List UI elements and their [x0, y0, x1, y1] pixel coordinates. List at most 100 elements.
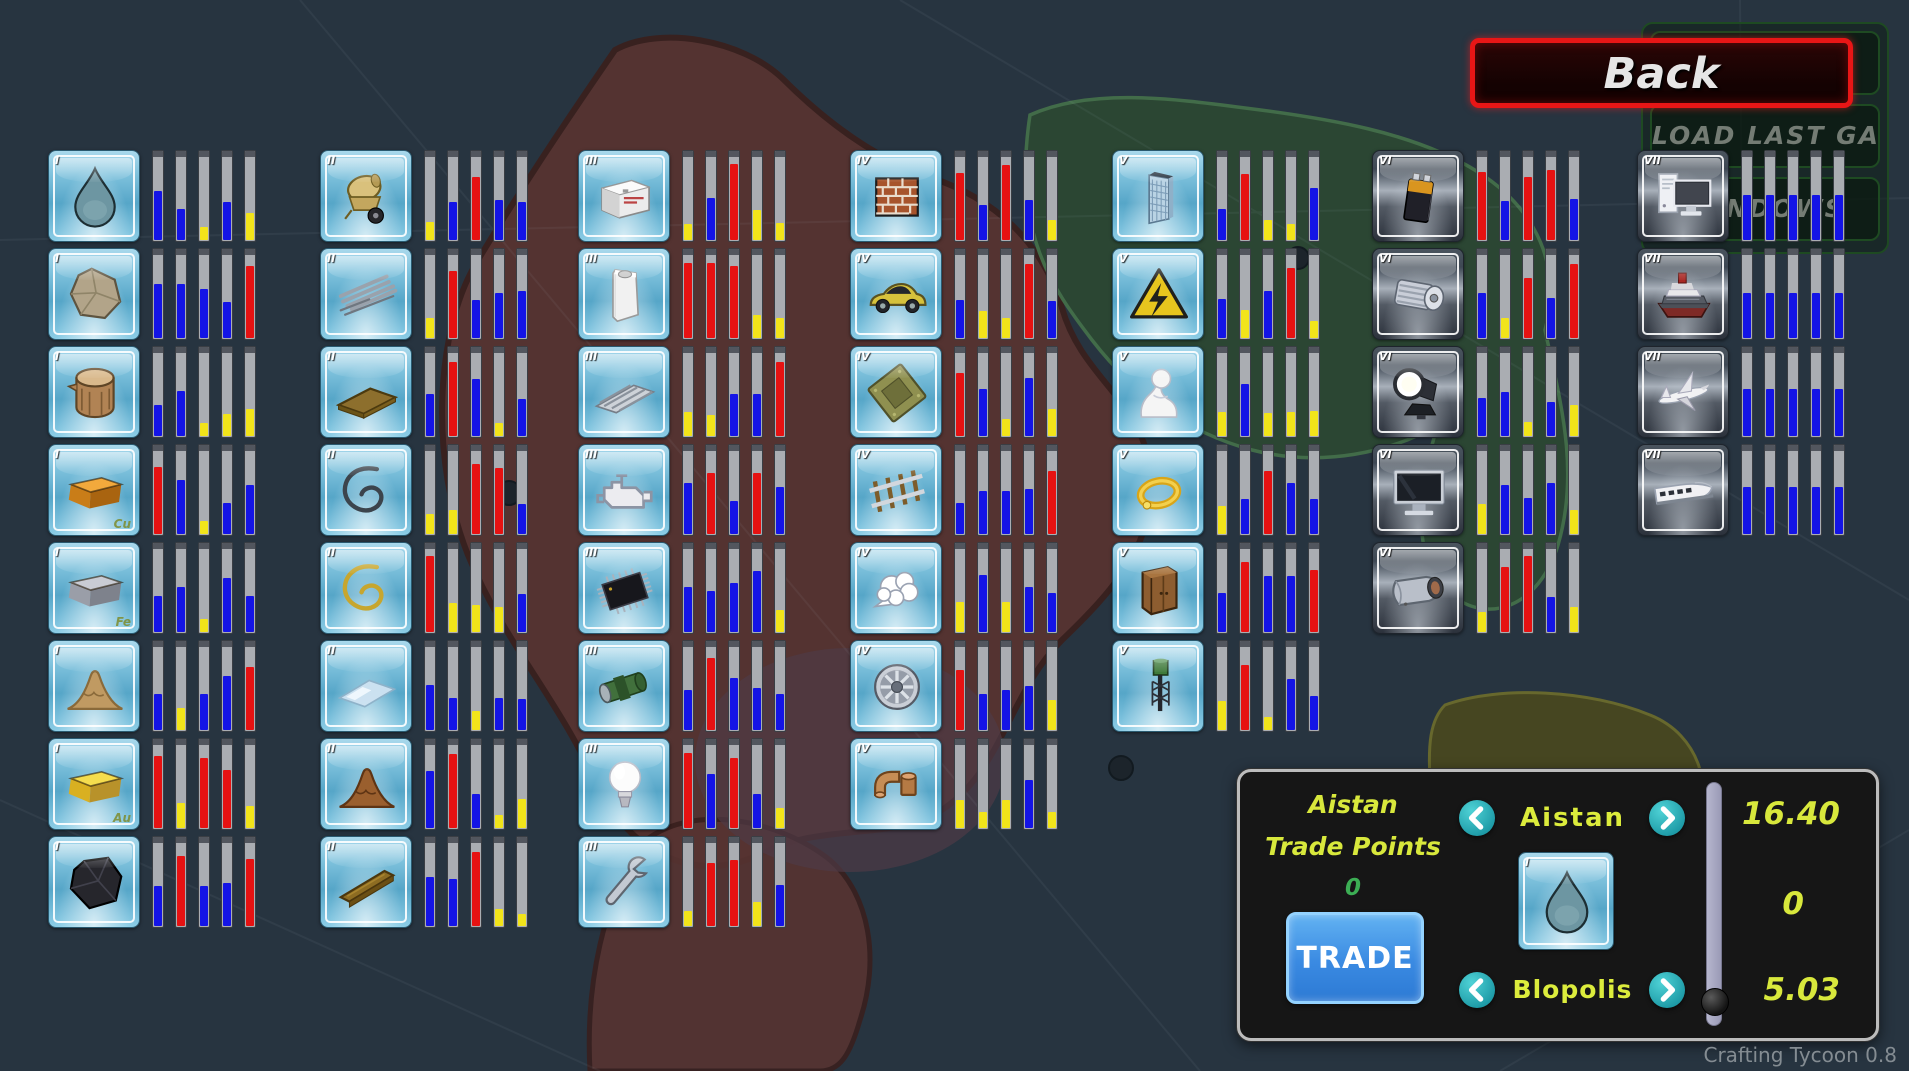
item-water-tower[interactable]: V — [1112, 640, 1204, 732]
stat-bar — [1499, 150, 1511, 242]
selected-trade-item[interactable]: I — [1518, 852, 1614, 950]
quantity-slider-track[interactable] — [1706, 782, 1722, 1026]
stat-bar — [221, 248, 233, 340]
stat-bar-fill — [426, 685, 434, 730]
stat-bar — [977, 738, 989, 830]
from-country-prev-arrow-icon[interactable] — [1459, 800, 1495, 836]
stat-bar — [751, 640, 763, 732]
stat-bar — [1216, 542, 1228, 634]
stat-bar — [198, 248, 210, 340]
stat-bar — [493, 248, 505, 340]
item-wrench[interactable]: III — [578, 836, 670, 928]
item-skyscraper[interactable]: V — [1112, 150, 1204, 242]
item-gold-wire[interactable]: II — [320, 542, 412, 634]
stat-bar — [493, 150, 505, 242]
item-cabinet[interactable]: V — [1112, 542, 1204, 634]
item-copper[interactable]: I Cu — [48, 444, 140, 536]
item-metal-sheet[interactable]: II — [320, 346, 412, 438]
item-steel-rods[interactable]: II — [320, 248, 412, 340]
stat-bar — [1216, 150, 1228, 242]
item-stone[interactable]: I — [48, 248, 140, 340]
stat-bar — [447, 248, 459, 340]
stat-bar-fill — [472, 379, 480, 436]
stat-bar — [1545, 248, 1557, 340]
stat-bar — [493, 444, 505, 536]
item-bullet-train[interactable]: VII — [1637, 444, 1729, 536]
stat-bar-fill — [1478, 171, 1486, 240]
item-coal[interactable]: I — [48, 836, 140, 928]
item-corrugated-sheet[interactable]: III — [578, 346, 670, 438]
item-computer[interactable]: VII — [1637, 150, 1729, 242]
item-clay[interactable]: II — [320, 738, 412, 830]
item-light-bulb[interactable]: III — [578, 738, 670, 830]
stat-bar-fill — [1002, 490, 1010, 534]
item-iron-wire[interactable]: II — [320, 444, 412, 536]
item-glass[interactable]: II — [320, 640, 412, 732]
stat-bar — [682, 346, 694, 438]
stat-bar-fill — [1547, 401, 1555, 436]
price-bars-airplane — [1741, 346, 1845, 438]
price-bars-copper-pipes — [954, 738, 1058, 830]
item-airplane[interactable]: VII — [1637, 346, 1729, 438]
from-country-next-arrow-icon[interactable] — [1649, 800, 1685, 836]
stat-bar — [774, 346, 786, 438]
stat-bar-fill — [707, 658, 715, 730]
stat-bar — [1810, 150, 1822, 242]
item-jet-engine[interactable]: VI — [1372, 542, 1464, 634]
stat-bar-fill — [449, 879, 457, 926]
trade-button[interactable]: TRADE — [1286, 912, 1424, 1004]
item-car[interactable]: IV — [850, 248, 942, 340]
stat-bar — [244, 150, 256, 242]
item-cruise-ship[interactable]: VII — [1637, 248, 1729, 340]
item-statue[interactable]: V — [1112, 346, 1204, 438]
item-spotlight[interactable]: VI — [1372, 346, 1464, 438]
item-wheel[interactable]: IV — [850, 640, 942, 732]
item-sand[interactable]: I — [48, 640, 140, 732]
item-engine[interactable]: III — [578, 444, 670, 536]
item-water[interactable]: I — [48, 150, 140, 242]
price-bars-refrigerator — [682, 248, 786, 340]
item-brick-wall[interactable]: IV — [850, 150, 942, 242]
stat-bar — [728, 542, 740, 634]
stat-bar-fill — [979, 811, 987, 828]
item-gold[interactable]: I Au — [48, 738, 140, 830]
item-monitor[interactable]: VI — [1372, 444, 1464, 536]
stat-bar — [774, 150, 786, 242]
stat-bar-fill — [426, 393, 434, 436]
item-microchip[interactable]: III — [578, 542, 670, 634]
stat-bar — [175, 836, 187, 928]
item-iron[interactable]: I Fe — [48, 542, 140, 634]
quantity-slider-knob[interactable] — [1701, 988, 1729, 1016]
item-wooden-beam[interactable]: II — [320, 836, 412, 928]
item-wood[interactable]: I — [48, 346, 140, 438]
item-electric-motor[interactable]: VI — [1372, 248, 1464, 340]
item-copper-pipes[interactable]: IV — [850, 738, 942, 830]
to-country-next-arrow-icon[interactable] — [1649, 972, 1685, 1008]
cement-mixer-icon — [332, 162, 402, 232]
stat-bar-fill — [707, 197, 715, 240]
item-cement-mixer[interactable]: II — [320, 150, 412, 242]
item-cpu[interactable]: IV — [850, 346, 942, 438]
stat-bar — [1741, 248, 1753, 340]
cabinet-icon — [1124, 554, 1194, 624]
stat-bar — [1522, 444, 1534, 536]
stat-bar — [1023, 150, 1035, 242]
item-appliance[interactable]: III — [578, 150, 670, 242]
stat-bar — [1308, 542, 1320, 634]
item-gold-ring[interactable]: V — [1112, 444, 1204, 536]
stat-bar-fill — [956, 800, 964, 828]
to-country-prev-arrow-icon[interactable] — [1459, 972, 1495, 1008]
item-battery[interactable]: VI — [1372, 150, 1464, 242]
item-electricity[interactable]: V — [1112, 248, 1204, 340]
stat-bar — [1239, 346, 1251, 438]
stat-bar — [954, 444, 966, 536]
item-steam[interactable]: IV — [850, 542, 942, 634]
item-refrigerator[interactable]: III — [578, 248, 670, 340]
price-bars-metal-sheet — [424, 346, 528, 438]
stat-bar — [1545, 346, 1557, 438]
item-rail-track[interactable]: IV — [850, 444, 942, 536]
stat-bar — [1239, 444, 1251, 536]
item-pipe[interactable]: III — [578, 640, 670, 732]
cruise-ship-icon — [1649, 260, 1719, 330]
back-button[interactable]: Back — [1470, 38, 1853, 108]
